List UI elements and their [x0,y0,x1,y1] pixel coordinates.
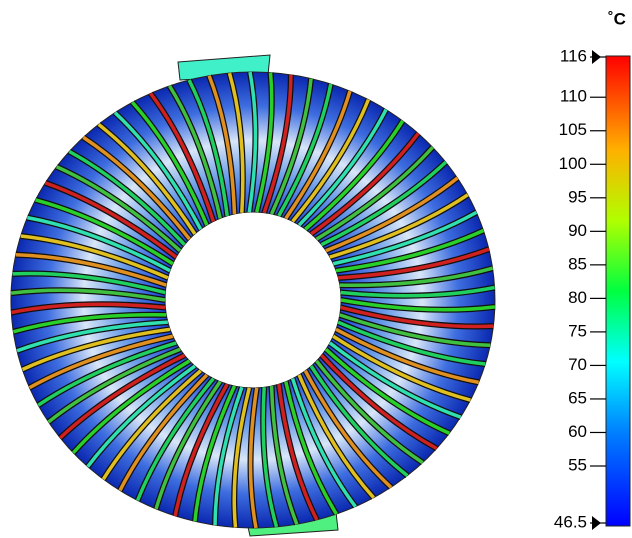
winding [173,383,229,517]
winding [277,83,333,217]
winding [310,132,420,236]
winding [193,385,237,522]
unit-label: ˚C [608,9,626,28]
winding [324,347,451,435]
winding [68,149,186,246]
winding [113,111,203,231]
winding [247,71,258,213]
winding [339,313,491,348]
winding [332,334,471,402]
tick-label: 46.5 [554,512,587,531]
colorbar-ticks: 116 110 105 100 95 90 85 80 75 70 65 60 55 46.5 [554,46,606,531]
winding [335,327,479,385]
limit-marker [592,50,601,64]
winding [320,160,447,247]
tick-label: 90 [568,221,587,240]
windings [10,71,496,529]
winding [97,123,197,235]
tick-label: 60 [568,422,587,441]
tick-label: 100 [559,154,587,173]
winding [335,228,485,273]
winding [309,365,409,477]
winding [340,285,495,298]
winding [262,74,293,214]
winding [339,266,494,287]
winding [297,374,375,499]
winding [315,359,424,465]
winding [47,347,181,424]
tick-label: 55 [568,455,587,474]
limit-marker [592,516,601,530]
winding [10,288,166,302]
winding [255,72,274,213]
winding [337,320,486,366]
tick-label: 75 [568,321,587,340]
winding [16,320,168,353]
winding [269,78,313,215]
winding [59,353,186,440]
tick-label: 95 [568,187,587,206]
winding [55,165,182,253]
winding [325,176,459,253]
winding [35,198,174,266]
winding [11,302,166,315]
winding [332,210,478,266]
winding [12,313,167,334]
tick-label: 116 [560,46,587,65]
inductor [10,54,496,537]
winding [168,85,222,219]
winding [154,380,222,510]
winding [291,98,371,223]
winding [207,75,237,215]
winding [227,72,245,213]
winding [28,334,174,390]
winding [304,119,405,231]
tick-label: 80 [568,288,587,307]
winding [340,305,494,329]
winding [269,385,299,525]
winding [82,135,191,241]
winding [20,234,169,280]
winding [213,386,244,526]
winding [86,364,196,468]
winding [290,378,357,508]
tick-label: 70 [568,355,587,374]
winding [315,146,434,241]
winding [135,377,215,502]
tick-label: 65 [568,388,587,407]
winding [187,79,229,217]
winding [340,298,496,312]
winding [320,354,438,451]
winding [21,327,171,372]
winding [284,90,352,220]
winding [101,369,202,481]
winding [118,373,209,492]
winding [303,369,393,489]
winding [284,381,338,515]
tick-label: 110 [560,87,587,106]
colorbar [605,55,631,527]
winding [338,247,490,280]
winding [261,387,279,528]
winding [328,341,462,419]
winding [44,181,178,259]
winding [277,383,319,521]
winding [248,387,259,529]
tick-label: 85 [568,254,587,273]
winding [329,193,469,259]
winding [37,341,177,407]
winding [72,359,191,454]
winding [131,101,209,226]
tick-label: 105 [559,120,587,139]
winding [12,271,166,295]
winding [297,108,388,227]
winding [27,215,171,273]
winding [149,92,216,222]
winding [15,252,167,287]
winding [232,387,251,528]
